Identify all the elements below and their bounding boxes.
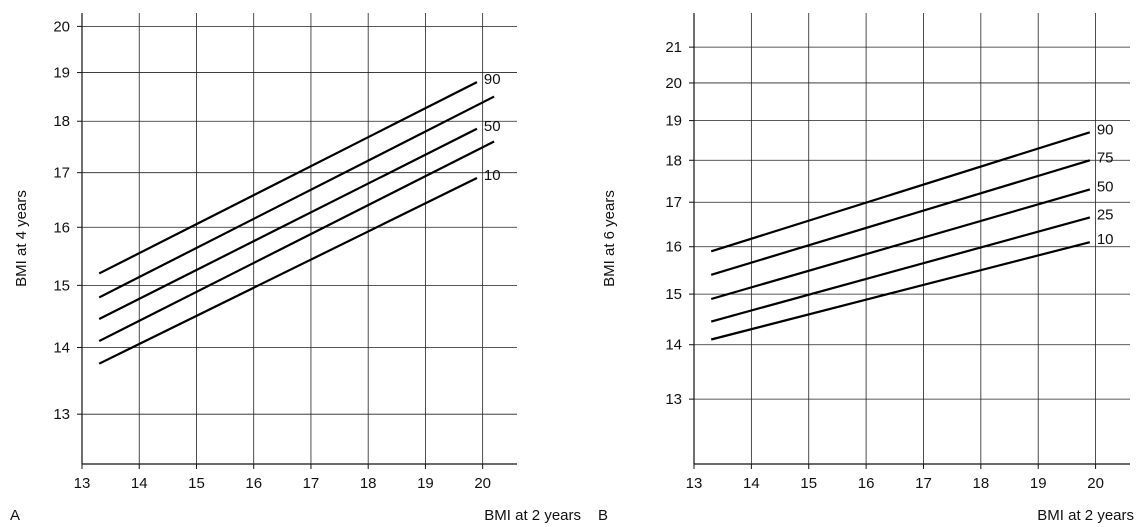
series-label: 75: [1097, 149, 1114, 166]
y-tick-label: 20: [665, 75, 682, 92]
x-tick-label: 16: [858, 475, 875, 492]
y-tick-label: 16: [53, 219, 70, 236]
x-tick-label: 16: [245, 475, 262, 492]
x-tick-label: 14: [131, 475, 148, 492]
series-label: 50: [484, 118, 501, 135]
series-line: [710, 159, 1091, 276]
panel-letter: B: [598, 507, 608, 524]
y-tick-label: 21: [665, 39, 682, 56]
y-tick-label: 15: [665, 286, 682, 303]
x-tick-label: 17: [303, 475, 320, 492]
y-axis-label: BMI at 4 years: [13, 190, 30, 287]
y-tick-label: 18: [53, 113, 70, 130]
series-line: [710, 188, 1091, 301]
y-tick-label: 18: [665, 152, 682, 169]
series-line: [98, 177, 478, 365]
series-label: 90: [484, 71, 501, 88]
y-tick-label: 13: [53, 406, 70, 423]
series-line: [98, 81, 478, 275]
series-line: [710, 131, 1091, 253]
y-tick-label: 17: [53, 165, 70, 182]
x-tick-label: 15: [188, 475, 205, 492]
x-tick-label: 19: [417, 475, 434, 492]
x-tick-label: 20: [474, 475, 491, 492]
x-axis-label: BMI at 2 years: [1037, 507, 1134, 524]
x-tick-label: 19: [1030, 475, 1047, 492]
y-tick-label: 20: [53, 18, 70, 35]
x-axis-label: BMI at 2 years: [484, 507, 581, 524]
panel-a: 13 14 15 16 17 18 19 20 13 14 15 16 17 18 19 20 90 50 10 BM…: [10, 13, 581, 524]
x-tick-label: 13: [74, 475, 91, 492]
y-tick-label: 17: [665, 194, 682, 211]
panel-b: 13 14 15 16 17 18 19 20 13 14 15 16 17 18 19 20 21 90 75 50…: [598, 13, 1134, 524]
y-tick-label: 15: [53, 277, 70, 294]
x-tick-label: 17: [915, 475, 932, 492]
y-axis-label: BMI at 6 years: [601, 190, 618, 287]
x-tick-label: 14: [743, 475, 760, 492]
series-line: [710, 241, 1091, 341]
x-tick-label: 18: [360, 475, 377, 492]
series-label: 25: [1097, 206, 1114, 223]
y-tick-label: 19: [665, 113, 682, 130]
y-tick-label: 14: [53, 339, 70, 356]
x-tick-label: 13: [686, 475, 703, 492]
y-tick-label: 13: [665, 391, 682, 408]
x-tick-label: 15: [800, 475, 817, 492]
y-tick-label: 16: [665, 239, 682, 256]
panel-letter: A: [10, 507, 20, 524]
series-line: [98, 140, 495, 343]
series-line: [710, 216, 1091, 323]
y-tick-label: 19: [53, 65, 70, 82]
series-label: 90: [1097, 121, 1114, 138]
x-tick-label: 20: [1087, 475, 1104, 492]
y-tick-label: 14: [665, 337, 682, 354]
series-label: 10: [1097, 231, 1114, 248]
series-line: [98, 127, 478, 320]
series-label: 10: [484, 167, 501, 184]
series-line: [98, 95, 495, 299]
x-tick-label: 18: [972, 475, 989, 492]
series-label: 50: [1097, 178, 1114, 195]
